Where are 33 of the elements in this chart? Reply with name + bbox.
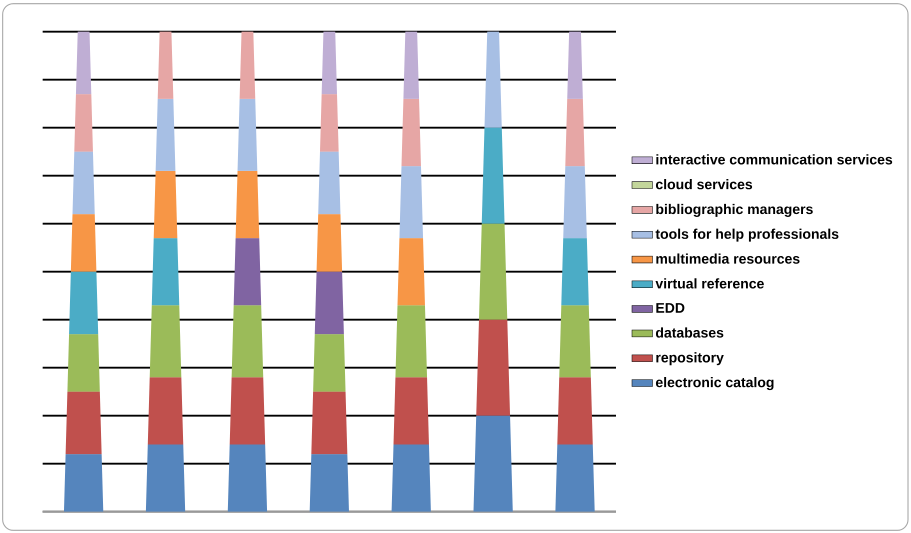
bar — [557, 377, 593, 444]
bar — [228, 444, 268, 512]
bar — [230, 377, 266, 444]
bar — [64, 454, 104, 512]
bar — [232, 305, 264, 378]
bar — [70, 214, 96, 272]
bar — [313, 334, 346, 392]
bar — [394, 377, 429, 444]
bar — [473, 416, 513, 512]
bar — [316, 214, 342, 272]
bar — [150, 305, 182, 378]
bar — [311, 392, 348, 454]
bar — [69, 272, 98, 334]
legend-label: tools for help professionals — [656, 228, 838, 242]
legend-label: virtual reference — [655, 278, 764, 289]
bar — [66, 392, 102, 454]
bar — [395, 305, 428, 378]
legend-label: repository — [656, 352, 724, 366]
bar — [67, 334, 100, 392]
bar — [310, 454, 349, 512]
legend-label: databases — [656, 327, 724, 338]
legend-label: multimedia resources — [656, 253, 800, 264]
legend-label: EDD — [656, 303, 684, 313]
bar — [314, 272, 344, 334]
legend-label: electronic catalog — [656, 376, 774, 390]
bar — [392, 444, 431, 512]
bar — [146, 444, 186, 512]
legend-label: bibliographic managers — [656, 204, 813, 217]
legend-label: cloud services — [656, 179, 752, 190]
bar — [559, 305, 591, 378]
bar — [148, 377, 184, 444]
legend-label: interactive communication services — [656, 154, 892, 164]
bar — [555, 444, 595, 512]
